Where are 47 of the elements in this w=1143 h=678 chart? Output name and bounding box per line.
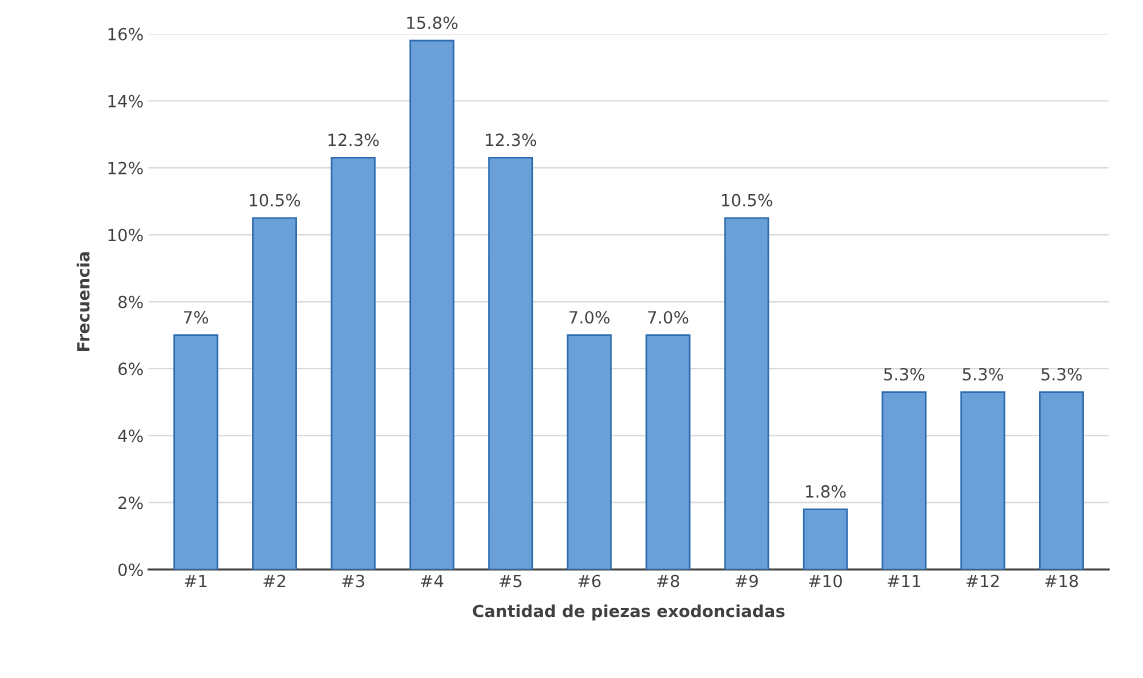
x-tick-label: #18	[1045, 574, 1078, 588]
data-label: 10.5%	[722, 193, 773, 207]
x-tick-label: #8	[657, 574, 680, 588]
x-tick-label: #10	[809, 574, 842, 588]
data-label: 7.0%	[569, 311, 610, 324]
bar	[960, 391, 1006, 570]
x-tick-label: #5	[499, 574, 522, 588]
x-tick-label: #4	[420, 574, 444, 588]
bar	[802, 508, 848, 570]
data-label: 5.3%	[884, 367, 925, 381]
y-tick-label: 14%	[108, 94, 143, 108]
bar	[252, 217, 297, 570]
x-axis-title: Cantidad de piezas exodonciadas	[472, 604, 785, 621]
y-tick-label: 12%	[108, 161, 143, 175]
bar	[330, 156, 376, 570]
bar	[409, 39, 455, 570]
x-tick-label: #9	[735, 574, 758, 588]
x-tick-label: #6	[578, 574, 601, 588]
y-tick-label: 6%	[118, 362, 143, 376]
data-label: 5.3%	[1041, 367, 1082, 381]
data-label: 12.3%	[328, 133, 379, 147]
y-tick-label: 16%	[108, 27, 143, 41]
data-label: 12.3%	[485, 133, 537, 147]
x-tick-label: #2	[263, 574, 286, 588]
y-tick-label: 2%	[118, 496, 143, 510]
data-label: 5.3%	[962, 367, 1004, 381]
bar	[1039, 391, 1084, 570]
bar	[724, 217, 770, 570]
y-tick-label: 8%	[118, 295, 143, 309]
y-tick-label: 0%	[118, 563, 143, 577]
data-label: 7%	[183, 311, 209, 324]
x-tick-label: #1	[184, 574, 207, 588]
bar	[173, 334, 219, 570]
x-tick-label: #12	[966, 574, 999, 588]
data-label: 15.8%	[407, 16, 458, 30]
data-label: 10.5%	[249, 193, 301, 207]
bar	[566, 334, 612, 570]
bar	[645, 334, 691, 570]
y-axis-title: Frecuencia	[76, 252, 90, 351]
bar	[881, 391, 927, 570]
data-label: 1.8%	[806, 485, 846, 498]
data-label: 7.0%	[648, 311, 689, 324]
bar	[488, 156, 534, 570]
x-tick-label: #3	[342, 574, 365, 588]
x-tick-label: #11	[887, 574, 921, 588]
y-tick-label: 10%	[108, 228, 143, 242]
y-tick-label: 4%	[118, 429, 143, 443]
